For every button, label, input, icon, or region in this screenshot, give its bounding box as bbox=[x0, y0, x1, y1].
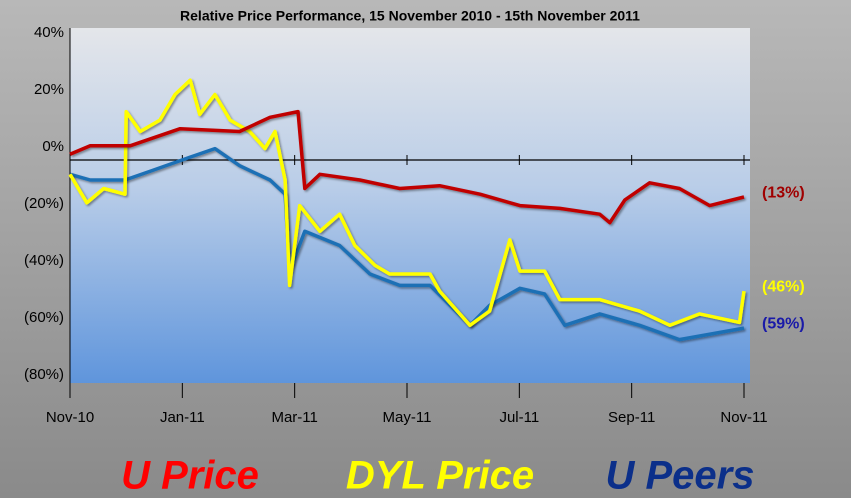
series-line bbox=[69, 109, 745, 225]
x-tick-label: Nov-10 bbox=[46, 409, 94, 426]
legend-entry: DYL Price bbox=[346, 454, 534, 498]
x-tick-label: Jan-11 bbox=[160, 409, 205, 426]
y-tick-label: 0% bbox=[42, 138, 64, 155]
chart-title: Relative Price Performance, 15 November … bbox=[180, 8, 640, 24]
end-label: (59%) bbox=[762, 315, 805, 332]
y-tick-label: (60%) bbox=[24, 309, 64, 326]
x-tick-label: Sep-11 bbox=[608, 409, 655, 426]
end-label: (46%) bbox=[762, 278, 805, 295]
legend-entry: U Price bbox=[121, 454, 259, 498]
y-tick-label: (40%) bbox=[24, 252, 64, 269]
y-tick-label: (20%) bbox=[24, 195, 64, 212]
legend-entry: U Peers bbox=[606, 454, 755, 498]
series-line bbox=[69, 146, 745, 342]
y-tick-label: 40% bbox=[34, 24, 64, 41]
y-tick-label: 20% bbox=[34, 81, 64, 98]
end-label: (13%) bbox=[762, 184, 805, 201]
x-tick-label: May-11 bbox=[383, 409, 432, 426]
x-tick-label: Nov-11 bbox=[720, 409, 767, 426]
y-tick-label: (80%) bbox=[24, 366, 64, 383]
x-tick-label: Mar-11 bbox=[271, 409, 317, 426]
series-line bbox=[68, 78, 746, 328]
x-tick-label: Jul-11 bbox=[499, 409, 539, 426]
